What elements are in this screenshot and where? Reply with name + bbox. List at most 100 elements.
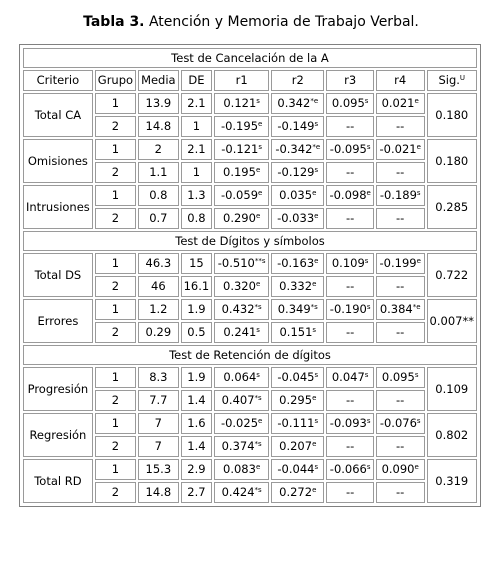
r2-number: 0.272 <box>279 485 313 499</box>
table-row: Progresión 1 8.3 1.9 0.064s -0.045s 0.047s 0.09… <box>23 367 477 411</box>
sd-value: 1.9 <box>180 299 213 320</box>
r2-significance-mark: e <box>314 257 319 265</box>
sd-value: 1.9 <box>180 367 213 388</box>
section-title: Test de Dígitos y símbolos <box>23 231 477 251</box>
mean-value: 14.8 <box>138 482 179 503</box>
column-header-de: DE <box>180 70 213 91</box>
r1-number: 0.320 <box>223 279 256 293</box>
r3-value: -0.190s <box>326 299 374 320</box>
r3-value: -0.098e <box>326 185 374 206</box>
r2-value: 0.332e <box>271 276 325 297</box>
r4-significance-mark: e <box>414 463 419 471</box>
r2-number: 0.332 <box>279 279 313 293</box>
r3-number: -0.066 <box>329 462 367 476</box>
sd-value: 2.9 <box>180 459 213 480</box>
group-value: 2 <box>94 162 137 183</box>
group-value: 1 <box>94 185 137 206</box>
criterion-name: Omisiones <box>23 139 93 183</box>
r3-significance-mark: s <box>364 371 369 379</box>
r4-value: -0.199e <box>375 253 425 274</box>
table-row: Intrusiones 1 0.8 1.3 -0.059e 0.035e -0.098e -0… <box>23 185 477 229</box>
r1-significance-mark: e <box>258 120 263 128</box>
r4-significance-mark: s <box>416 189 421 197</box>
r3-value: 0.109s <box>326 253 374 274</box>
r1-value: -0.510**s <box>214 253 270 274</box>
r2-number: -0.045 <box>277 370 315 384</box>
r1-value: 0.424*s <box>214 482 270 503</box>
r2-number: -0.149 <box>277 119 315 133</box>
r1-significance-mark: s <box>256 371 260 379</box>
r1-number: 0.064 <box>223 370 257 384</box>
table-row: Total RD 1 15.3 2.9 0.083e -0.044s -0.066s 0.09… <box>23 459 477 503</box>
sig-value: 0.802 <box>426 413 477 457</box>
r2-significance-mark: s <box>314 166 319 174</box>
r3-value: 0.095s <box>326 93 374 114</box>
sig-value: 0.007** <box>426 299 477 343</box>
r3-value: -- <box>326 162 374 183</box>
r2-number: -0.342 <box>275 142 313 156</box>
sig-superscript: U <box>459 74 466 82</box>
r3-value: -- <box>326 208 374 229</box>
sd-value: 1.4 <box>180 436 213 457</box>
r4-number: -- <box>396 325 405 339</box>
mean-value: 46.3 <box>138 253 179 274</box>
r4-number: 0.090 <box>381 462 415 476</box>
r2-value: 0.151s <box>271 322 325 343</box>
r4-value: 0.090e <box>375 459 425 480</box>
table-row: 2 7 1.4 0.374*s 0.207e -- -- <box>23 436 477 457</box>
r1-number: -0.195 <box>220 119 259 133</box>
r4-value: -0.189s <box>375 185 425 206</box>
sd-value: 1.4 <box>180 390 213 411</box>
r2-significance-mark: *s <box>310 303 318 311</box>
column-header-label: Media <box>141 73 176 87</box>
r2-value: -0.111s <box>271 413 325 434</box>
r4-significance-mark: s <box>416 417 421 425</box>
r3-number: -- <box>346 165 355 179</box>
group-value: 2 <box>94 276 137 297</box>
r1-significance-mark: *s <box>254 394 262 402</box>
r4-number: -- <box>396 279 405 293</box>
sig-value: 0.722 <box>426 253 477 297</box>
r3-number: 0.047 <box>331 370 365 384</box>
r2-significance-mark: s <box>314 417 319 425</box>
group-value: 1 <box>94 139 137 160</box>
r3-significance-mark: s <box>366 463 371 471</box>
r2-significance-mark: s <box>314 120 319 128</box>
group-value: 2 <box>94 116 137 137</box>
r3-number: -- <box>346 439 355 453</box>
column-header-r3: r3 <box>326 70 374 91</box>
column-header-sig: Sig.U <box>426 70 477 91</box>
r2-number: 0.035 <box>279 188 313 202</box>
r4-number: -- <box>396 393 405 407</box>
table-row: 2 0.29 0.5 0.241s 0.151s -- -- <box>23 322 477 343</box>
r1-value: 0.241s <box>214 322 270 343</box>
r3-number: -0.098 <box>329 188 367 202</box>
r2-number: 0.151 <box>279 325 313 339</box>
section-title: Test de Retención de dígitos <box>23 345 477 365</box>
mean-value: 2 <box>138 139 179 160</box>
r4-number: -- <box>396 485 405 499</box>
mean-value: 8.3 <box>138 367 179 388</box>
r4-number: -0.199 <box>379 256 417 270</box>
r1-value: 0.407*s <box>214 390 270 411</box>
r4-value: -0.021e <box>375 139 425 160</box>
column-header-criterio: Criterio <box>23 70 93 91</box>
r3-significance-mark: s <box>364 97 369 105</box>
r4-value: -- <box>375 322 425 343</box>
r1-value: 0.320e <box>214 276 270 297</box>
r2-number: -0.111 <box>277 416 315 430</box>
r3-significance-mark: s <box>366 417 371 425</box>
mean-value: 0.29 <box>138 322 179 343</box>
r3-value: -0.093s <box>326 413 374 434</box>
criterion-name: Regresión <box>23 413 93 457</box>
table-row: 2 46 16.1 0.320e 0.332e -- -- <box>23 276 477 297</box>
r4-number: -0.021 <box>379 142 417 156</box>
r1-significance-mark: **s <box>254 257 266 265</box>
r1-value: 0.374*s <box>214 436 270 457</box>
r4-value: 0.384*e <box>375 299 425 320</box>
r1-number: 0.195 <box>223 165 256 179</box>
r2-value: -0.163e <box>271 253 325 274</box>
column-header-grupo: Grupo <box>94 70 137 91</box>
r4-significance-mark: s <box>414 371 419 379</box>
column-header-label: r3 <box>344 73 357 87</box>
